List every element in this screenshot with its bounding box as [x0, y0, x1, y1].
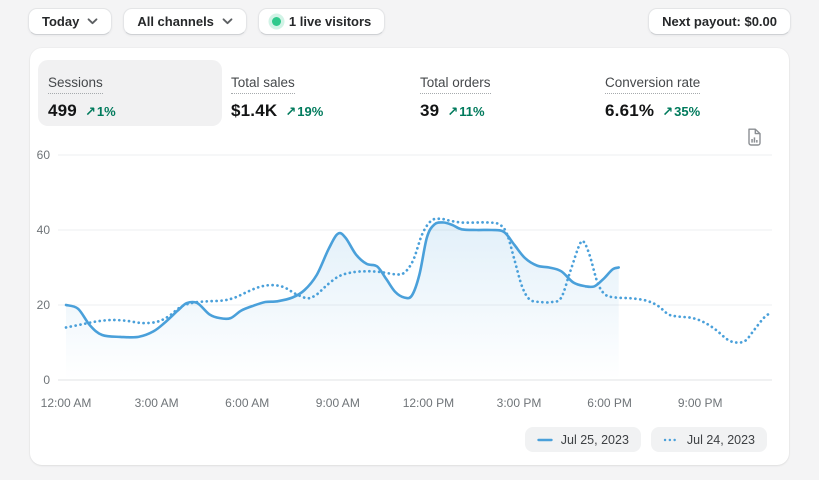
metric-delta: ↗35%: [662, 103, 701, 119]
live-visitors-label: 1 live visitors: [288, 14, 372, 29]
svg-text:0: 0: [43, 373, 50, 387]
metric-value: 6.61%: [605, 100, 655, 120]
trend-up-arrow-icon: ↗: [447, 103, 459, 119]
svg-text:3:00 AM: 3:00 AM: [135, 396, 179, 410]
channel-filter-button[interactable]: All channels: [123, 8, 247, 35]
trend-up-arrow-icon: ↗: [662, 103, 674, 119]
legend-label: Jul 25, 2023: [560, 432, 629, 447]
svg-text:9:00 AM: 9:00 AM: [316, 396, 360, 410]
chart-legend: Jul 25, 2023 Jul 24, 2023: [524, 427, 767, 452]
report-icon[interactable]: [746, 127, 763, 152]
legend-item-current-period[interactable]: Jul 25, 2023: [524, 427, 641, 452]
svg-text:6:00 AM: 6:00 AM: [225, 396, 269, 410]
metric-value: 39: [420, 100, 440, 120]
svg-text:12:00 AM: 12:00 AM: [41, 396, 92, 410]
svg-text:20: 20: [37, 298, 51, 312]
analytics-card: Sessions 499 ↗1% Total sales $1.4K ↗19% …: [30, 48, 789, 465]
metric-label: Total orders: [420, 75, 491, 94]
topbar: Today All channels 1 live visitors Next …: [28, 8, 791, 35]
metric-tile-conversion-rate[interactable]: Conversion rate 6.61% ↗35%: [605, 74, 701, 121]
metric-value: 499: [48, 100, 77, 120]
chevron-down-icon: [222, 18, 233, 25]
metric-delta: ↗1%: [84, 103, 116, 119]
metric-tile-sessions[interactable]: Sessions 499 ↗1%: [38, 60, 222, 126]
metric-delta: ↗11%: [447, 103, 485, 119]
channel-filter-label: All channels: [137, 14, 214, 29]
next-payout-label: Next payout: $0.00: [662, 14, 777, 29]
dotted-line-icon: [663, 438, 679, 441]
live-dot-icon: [271, 17, 281, 26]
metric-tile-total-sales[interactable]: Total sales $1.4K ↗19%: [231, 74, 323, 121]
svg-text:12:00 PM: 12:00 PM: [403, 396, 454, 410]
svg-text:9:00 PM: 9:00 PM: [678, 396, 723, 410]
metric-delta: ↗19%: [285, 103, 324, 119]
svg-text:3:00 PM: 3:00 PM: [497, 396, 542, 410]
legend-label: Jul 24, 2023: [686, 432, 755, 447]
trend-up-arrow-icon: ↗: [285, 103, 297, 119]
svg-text:60: 60: [37, 148, 51, 162]
next-payout-button[interactable]: Next payout: $0.00: [648, 8, 791, 35]
metric-label: Conversion rate: [605, 75, 701, 94]
metric-label: Total sales: [231, 75, 295, 94]
metric-value: $1.4K: [231, 100, 278, 120]
live-visitors-badge[interactable]: 1 live visitors: [257, 8, 386, 35]
date-range-label: Today: [42, 14, 80, 29]
metric-tile-total-orders[interactable]: Total orders 39 ↗11%: [420, 74, 491, 121]
solid-line-icon: [537, 438, 553, 441]
legend-item-previous-period[interactable]: Jul 24, 2023: [650, 427, 767, 452]
trend-up-arrow-icon: ↗: [84, 103, 96, 119]
metric-label: Sessions: [48, 75, 103, 94]
svg-text:40: 40: [37, 223, 51, 237]
date-range-button[interactable]: Today: [28, 8, 113, 35]
svg-text:6:00 PM: 6:00 PM: [587, 396, 632, 410]
chevron-down-icon: [87, 18, 98, 25]
